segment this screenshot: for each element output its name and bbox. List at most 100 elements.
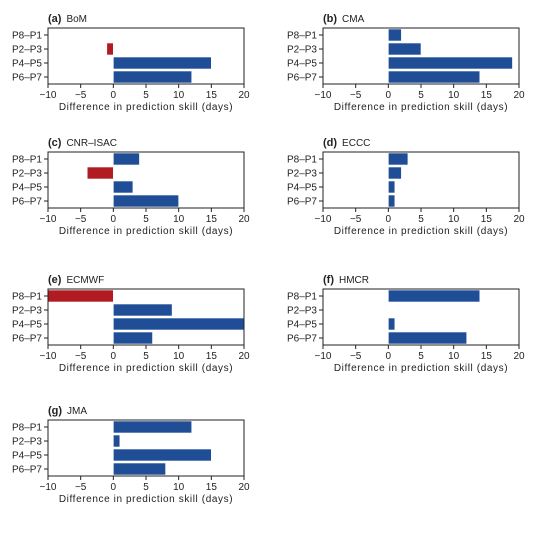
x-tick-label: −10 [315, 351, 332, 362]
x-tick-label: 20 [513, 351, 525, 362]
panel-letter: (g) [48, 405, 62, 417]
bar-4 [388, 331, 468, 345]
x-tick-label: 10 [448, 351, 460, 362]
x-axis-label: Difference in prediction skill (days) [59, 363, 233, 374]
x-tick-label: 20 [238, 482, 250, 493]
x-tick-label: 0 [386, 90, 392, 101]
x-tick-label: 15 [481, 90, 493, 101]
x-axis-label: Difference in prediction skill (days) [334, 363, 508, 374]
x-tick-label: 0 [111, 482, 117, 493]
category-label: P4–P5 [12, 451, 42, 462]
bar-4 [113, 331, 153, 345]
category-label: P6–P7 [12, 73, 42, 84]
plot-frame [322, 151, 520, 209]
category-label: P6–P7 [12, 197, 42, 208]
bar-2 [113, 434, 121, 448]
x-tick-label: 0 [111, 351, 117, 362]
category-label: P4–P5 [287, 183, 317, 194]
panel-letter: (f) [323, 274, 334, 286]
x-tick-label: 10 [173, 90, 185, 101]
category-label: P2–P3 [12, 169, 42, 180]
category-label: P8–P1 [287, 31, 317, 42]
category-label: P8–P1 [12, 423, 42, 434]
bar-2 [106, 42, 114, 56]
bar-2 [388, 166, 402, 180]
bar-4 [113, 70, 193, 84]
panel-letter: (e) [48, 274, 62, 286]
bar-3 [113, 56, 212, 70]
x-tick-label: 20 [238, 214, 250, 225]
bar-1 [113, 152, 140, 166]
x-tick-label: 5 [143, 482, 149, 493]
category-label: P8–P1 [12, 155, 42, 166]
bar-1 [388, 28, 402, 42]
x-tick-label: 5 [143, 351, 149, 362]
x-tick-label: 20 [238, 351, 250, 362]
x-tick-label: 15 [206, 351, 218, 362]
x-axis-label: Difference in prediction skill (days) [334, 226, 508, 237]
x-tick-label: 5 [418, 214, 424, 225]
x-tick-label: 20 [513, 90, 525, 101]
panel-name: HMCR [339, 275, 369, 286]
x-axis-label: Difference in prediction skill (days) [59, 102, 233, 113]
panel-name: ECMWF [66, 275, 104, 286]
x-tick-label: 10 [173, 482, 185, 493]
x-axis-label: Difference in prediction skill (days) [59, 226, 233, 237]
x-tick-label: 10 [448, 214, 460, 225]
x-tick-label: −10 [40, 351, 57, 362]
panel-3: (c) CNR–ISAC P8–P1 P2–P3 P4–P5 P6–P7 −10 −5 0 5 10… [12, 137, 250, 237]
panel-name: ECCC [342, 138, 370, 149]
category-label: P6–P7 [287, 334, 317, 345]
panel-name: JMA [67, 406, 87, 417]
bar-3 [388, 56, 513, 70]
category-label: P2–P3 [12, 45, 42, 56]
x-tick-label: 10 [448, 90, 460, 101]
category-label: P6–P7 [287, 73, 317, 84]
category-label: P6–P7 [12, 334, 42, 345]
bar-1 [113, 420, 193, 434]
category-label: P4–P5 [12, 183, 42, 194]
panel-2: (b) CMA P8–P1 P2–P3 P4–P5 P6–P7 −10 −5 0 5 10 15 20 D… [287, 13, 525, 113]
x-tick-label: −5 [350, 214, 362, 225]
bar-1 [388, 289, 481, 303]
panel-name: CMA [342, 14, 365, 25]
category-label: P2–P3 [287, 306, 317, 317]
panel-5: (e) ECMWF P8–P1 P2–P3 P4–P5 P6–P7 −10 −5 0 5 10 15 2… [12, 274, 250, 374]
category-label: P4–P5 [12, 320, 42, 331]
bar-2 [388, 42, 422, 56]
x-tick-label: −5 [350, 90, 362, 101]
panel-letter: (a) [48, 13, 62, 25]
category-label: P2–P3 [287, 45, 317, 56]
bar-1 [47, 289, 114, 303]
x-tick-label: 10 [173, 351, 185, 362]
category-label: P6–P7 [12, 465, 42, 476]
panel-title: (e) ECMWF [48, 274, 104, 286]
category-label: P8–P1 [287, 292, 317, 303]
x-tick-label: −5 [75, 351, 87, 362]
x-tick-label: −5 [75, 90, 87, 101]
category-label: P2–P3 [12, 437, 42, 448]
panel-title: (d) ECCC [323, 137, 370, 149]
x-tick-label: 20 [238, 90, 250, 101]
bar-3 [113, 180, 134, 194]
x-tick-label: 5 [418, 90, 424, 101]
panel-7: (g) JMA P8–P1 P2–P3 P4–P5 P6–P7 −10 −5 0 5 10 15 20 D… [12, 405, 250, 505]
category-label: P8–P1 [12, 31, 42, 42]
x-tick-label: 5 [418, 351, 424, 362]
category-label: P2–P3 [287, 169, 317, 180]
panel-1: (a) BoM P8–P1 P2–P3 P4–P5 P6–P7 −10 −5 0 5 10 15 20 D… [12, 13, 250, 113]
x-axis-label: Difference in prediction skill (days) [59, 494, 233, 505]
x-tick-label: 0 [111, 90, 117, 101]
panel-name: BoM [66, 14, 87, 25]
category-label: P2–P3 [12, 306, 42, 317]
x-tick-label: 0 [386, 214, 392, 225]
panel-title: (c) CNR–ISAC [48, 137, 117, 149]
x-tick-label: −10 [315, 214, 332, 225]
x-tick-label: 5 [143, 214, 149, 225]
panel-title: (g) JMA [48, 405, 87, 417]
panel-letter: (c) [48, 137, 62, 149]
x-tick-label: −10 [40, 90, 57, 101]
x-tick-label: −5 [75, 214, 87, 225]
x-tick-label: 20 [513, 214, 525, 225]
